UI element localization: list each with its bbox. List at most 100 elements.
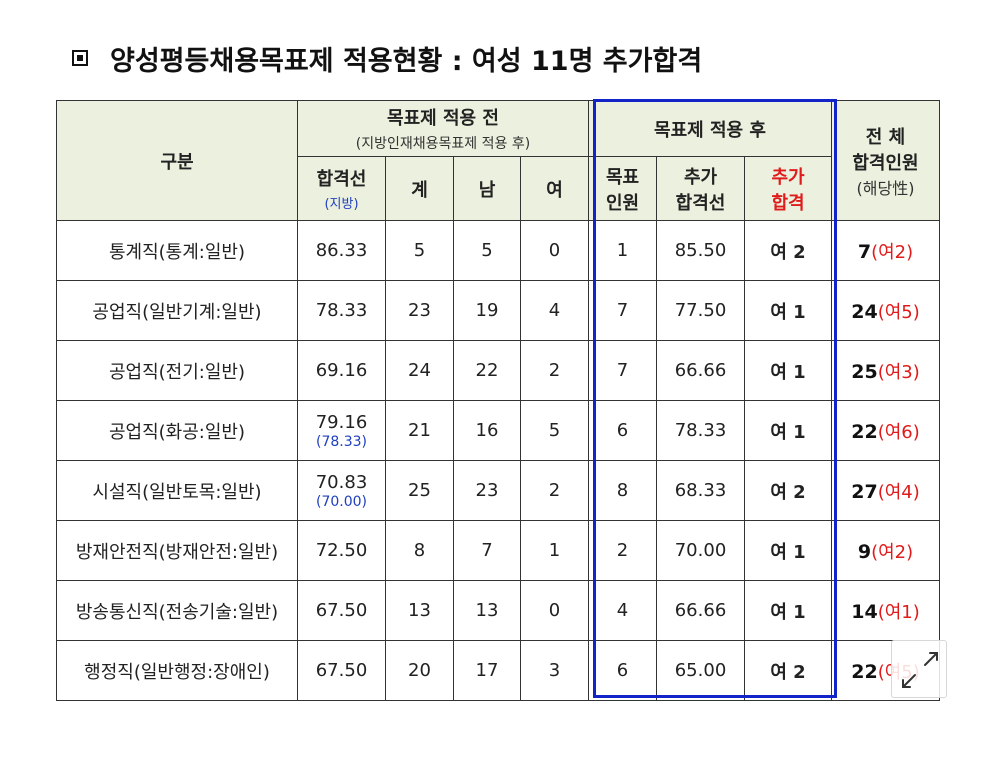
target-cell: 7 xyxy=(588,340,657,401)
after-header: 목표제 적용 후 xyxy=(588,100,832,157)
total-header-line2: 합격인원 xyxy=(852,152,919,174)
male-cell: 7 xyxy=(453,520,521,581)
female-cell: 3 xyxy=(520,640,589,701)
add-pass-cell: 여 2 xyxy=(744,460,832,521)
sum-cell: 13 xyxy=(385,580,454,641)
add-pass-cell: 여 2 xyxy=(744,220,832,281)
sum-cell: 23 xyxy=(385,280,454,341)
total-cell: 9(여2) xyxy=(831,520,940,581)
add-pass-header-line2: 합격 xyxy=(771,192,805,214)
total-female-count: (여3) xyxy=(877,361,920,383)
female-cell: 4 xyxy=(520,280,589,341)
target-cell: 6 xyxy=(588,640,657,701)
add-cutoff-cell: 68.33 xyxy=(656,460,745,521)
total-count: 27 xyxy=(851,480,878,503)
female-cell: 0 xyxy=(520,580,589,641)
add-cutoff-header: 추가 합격선 xyxy=(656,156,745,221)
total-female-count: (여2) xyxy=(871,541,914,563)
add-pass-cell: 여 1 xyxy=(744,340,832,401)
sum-cell: 21 xyxy=(385,400,454,461)
sum-cell: 5 xyxy=(385,220,454,281)
expand-arrows-icon xyxy=(902,652,938,688)
table-row: 공업직(화공:일반) 79.16 (78.33) 21 16 5 6 78.33 여 1 22(여… xyxy=(56,400,940,461)
add-pass-header-line1: 추가 xyxy=(771,166,805,188)
table-row: 공업직(일반기계:일반) 78.33 23 19 4 7 77.50 여 1 24(여5) xyxy=(56,280,940,341)
male-cell: 17 xyxy=(453,640,521,701)
category-cell: 방재안전직(방재안전:일반) xyxy=(56,520,298,581)
table-row: 공업직(전기:일반) 69.16 24 22 2 7 66.66 여 1 25(여3) xyxy=(56,340,940,401)
total-header-line1: 전 체 xyxy=(865,126,906,148)
category-cell: 공업직(일반기계:일반) xyxy=(56,280,298,341)
total-header: 전 체 합격인원 (해당性) xyxy=(831,100,940,221)
total-count: 25 xyxy=(851,360,878,383)
add-cutoff-cell: 66.66 xyxy=(656,340,745,401)
table-row: 시설직(일반토목:일반) 70.83 (70.00) 25 23 2 8 68.33 여 2 27… xyxy=(56,460,940,521)
cutoff-value: 70.83 xyxy=(315,471,368,493)
total-cell: 25(여3) xyxy=(831,340,940,401)
sum-cell: 20 xyxy=(385,640,454,701)
cutoff-value: 79.16 xyxy=(315,411,368,433)
total-female-count: (여6) xyxy=(877,421,920,443)
total-female-count: (여2) xyxy=(871,241,914,263)
target-header: 목표 인원 xyxy=(588,156,657,221)
category-cell: 시설직(일반토목:일반) xyxy=(56,460,298,521)
cutoff-cell: 79.16 (78.33) xyxy=(297,400,386,461)
cutoff-header-sub: (지방) xyxy=(324,197,359,212)
target-header-line1: 목표 xyxy=(605,166,640,188)
expand-button[interactable] xyxy=(891,640,947,698)
category-cell: 행정직(일반행정:장애인) xyxy=(56,640,298,701)
add-cutoff-cell: 66.66 xyxy=(656,580,745,641)
table-row: 통계직(통계:일반) 86.33 5 5 0 1 85.50 여 2 7(여2) xyxy=(56,220,940,281)
before-header-sub: (지방인재채용목표제 적용 후) xyxy=(355,136,531,152)
before-header: 목표제 적용 전 (지방인재채용목표제 적용 후) xyxy=(297,100,589,157)
before-header-label: 목표제 적용 전 xyxy=(387,108,499,129)
female-header: 여 xyxy=(520,156,589,221)
add-pass-cell: 여 1 xyxy=(744,580,832,641)
category-header: 구분 xyxy=(56,100,298,221)
target-cell: 1 xyxy=(588,220,657,281)
cutoff-cell: 70.83 (70.00) xyxy=(297,460,386,521)
cutoff-cell: 69.16 xyxy=(297,340,386,401)
female-cell: 5 xyxy=(520,400,589,461)
male-cell: 22 xyxy=(453,340,521,401)
female-cell: 1 xyxy=(520,520,589,581)
total-count: 14 xyxy=(851,600,878,623)
total-count: 22 xyxy=(851,420,878,443)
sum-cell: 25 xyxy=(385,460,454,521)
male-header: 남 xyxy=(453,156,521,221)
cutoff-local-value: (70.00) xyxy=(315,493,367,510)
target-cell: 8 xyxy=(588,460,657,521)
cutoff-header-label: 합격선 xyxy=(316,169,367,190)
add-cutoff-header-line1: 추가 xyxy=(683,166,718,188)
total-cell: 14(여1) xyxy=(831,580,940,641)
add-cutoff-cell: 70.00 xyxy=(656,520,745,581)
page-title-text: 양성평등채용목표제 적용현황 : 여성 11명 추가합격 xyxy=(110,45,703,77)
cutoff-local-value: (78.33) xyxy=(315,433,367,450)
add-pass-cell: 여 1 xyxy=(744,280,832,341)
total-cell: 7(여2) xyxy=(831,220,940,281)
add-cutoff-cell: 77.50 xyxy=(656,280,745,341)
category-cell: 방송통신직(전송기술:일반) xyxy=(56,580,298,641)
target-cell: 7 xyxy=(588,280,657,341)
total-count: 22 xyxy=(851,660,878,683)
add-pass-cell: 여 1 xyxy=(744,520,832,581)
page-title: 양성평등채용목표제 적용현황 : 여성 11명 추가합격 xyxy=(72,38,702,78)
cutoff-cell: 86.33 xyxy=(297,220,386,281)
cutoff-cell: 67.50 xyxy=(297,640,386,701)
add-cutoff-cell: 85.50 xyxy=(656,220,745,281)
total-cell: 24(여5) xyxy=(831,280,940,341)
cutoff-cell: 67.50 xyxy=(297,580,386,641)
total-count: 9 xyxy=(857,540,872,563)
square-bullet-icon xyxy=(72,50,88,66)
total-count: 7 xyxy=(857,240,872,263)
target-cell: 2 xyxy=(588,520,657,581)
total-header-line3: (해당性) xyxy=(856,178,915,198)
add-pass-header: 추가 합격 xyxy=(744,156,832,221)
cutoff-header: 합격선 (지방) xyxy=(297,156,386,221)
female-cell: 2 xyxy=(520,460,589,521)
total-female-count: (여4) xyxy=(877,481,920,503)
add-pass-cell: 여 2 xyxy=(744,640,832,701)
category-cell: 공업직(전기:일반) xyxy=(56,340,298,401)
table-row: 방송통신직(전송기술:일반) 67.50 13 13 0 4 66.66 여 1 14(여1) xyxy=(56,580,940,641)
category-cell: 공업직(화공:일반) xyxy=(56,400,298,461)
